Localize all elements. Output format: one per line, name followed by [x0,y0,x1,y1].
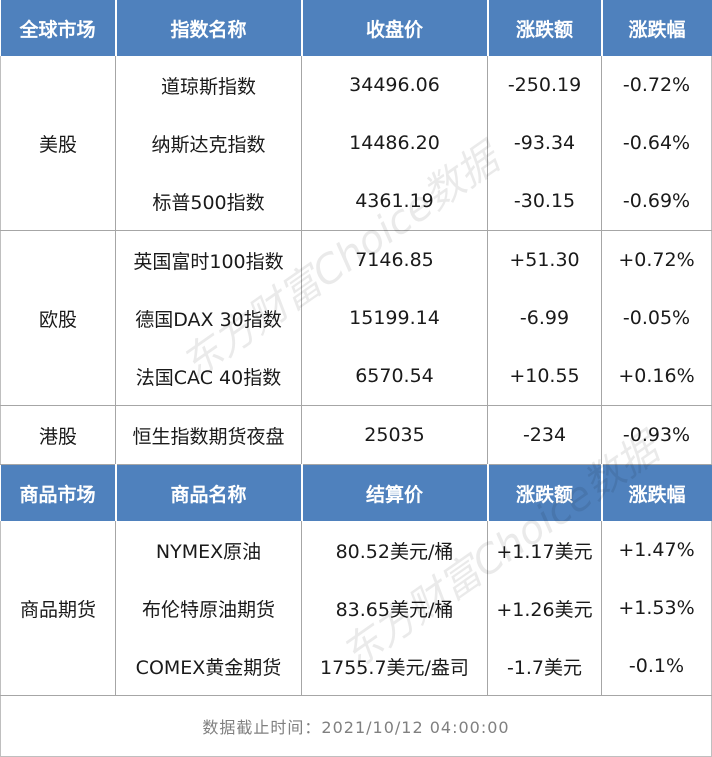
change-cell: +10.55 [487,347,602,406]
item-name-cell: 标普500指数 [115,172,302,231]
change-cell: +51.30 [487,230,602,289]
change-cell: -30.15 [487,172,602,231]
column-header: 商品市场 [0,464,117,521]
market-cell: 商品期货 [0,521,116,696]
price-cell: 25035 [301,405,488,465]
column-header: 涨跌幅 [600,0,712,56]
change-cell: +1.17美元 [487,521,602,579]
change-pct-cell: -0.69% [601,172,712,231]
item-name-cell: 纳斯达克指数 [115,114,302,172]
table-row: 纳斯达克指数 14486.20 -93.34 -0.64% [1,114,712,172]
change-cell: -234 [487,405,602,465]
table-row: 标普500指数 4361.19 -30.15 -0.69% [1,172,712,231]
table-row: 德国DAX 30指数 15199.14 -6.99 -0.05% [1,289,712,347]
item-name-cell: NYMEX原油 [115,521,302,579]
price-cell: 83.65美元/桶 [301,579,488,637]
column-header: 商品名称 [114,464,303,521]
column-header: 结算价 [300,464,489,521]
price-cell: 80.52美元/桶 [301,521,488,579]
item-name-cell: 恒生指数期货夜盘 [115,405,302,465]
item-name-cell: COMEX黄金期货 [115,637,302,696]
price-cell: 34496.06 [301,56,488,114]
item-name-cell: 法国CAC 40指数 [115,347,302,406]
table-row: 美股 道琼斯指数 34496.06 -250.19 -0.72% [0,56,712,231]
item-name-cell: 道琼斯指数 [115,56,302,114]
column-header: 全球市场 [0,0,117,56]
table-row: 欧股 英国富时100指数 7146.85 +51.30 +0.72% [0,230,712,406]
market-cell: 美股 [0,56,116,231]
item-name-cell: 德国DAX 30指数 [115,289,302,347]
footer-row: 数据截止时间：2021/10/12 04:00:00 [0,695,712,757]
market-cell: 港股 [0,405,116,465]
table-row: 港股 恒生指数期货夜盘 25035 -234 -0.93% [0,405,712,465]
change-cell: -250.19 [487,56,602,114]
change-cell: -6.99 [487,289,602,347]
table-row: COMEX黄金期货 1755.7美元/盎司 -1.7美元 -0.1% [1,637,712,696]
change-pct-cell: +0.72% [601,230,712,289]
data-cutoff-time: 数据截止时间：2021/10/12 04:00:00 [0,695,712,757]
header-row: 商品市场 商品名称 结算价 涨跌额 涨跌幅 [0,464,712,521]
change-pct-cell: +1.53% [601,579,712,637]
price-cell: 15199.14 [301,289,488,347]
price-cell: 6570.54 [301,347,488,406]
column-header: 指数名称 [114,0,303,56]
change-pct-cell: +1.47% [601,521,712,579]
change-pct-cell: -0.64% [601,114,712,172]
column-header: 收盘价 [300,0,489,56]
change-cell: -93.34 [487,114,602,172]
change-pct-cell: -0.93% [601,405,712,465]
table-row: 布伦特原油期货 83.65美元/桶 +1.26美元 +1.53% [1,579,712,637]
column-header: 涨跌额 [486,0,603,56]
table-row: 商品期货 NYMEX原油 80.52美元/桶 +1.17美元 +1.47% [0,521,712,696]
market-cell: 欧股 [0,230,116,406]
price-cell: 14486.20 [301,114,488,172]
price-cell: 1755.7美元/盎司 [301,637,488,696]
header-row: 全球市场 指数名称 收盘价 涨跌额 涨跌幅 [0,0,712,56]
change-pct-cell: -0.1% [601,637,712,696]
change-pct-cell: -0.72% [601,56,712,114]
change-cell: +1.26美元 [487,579,602,637]
price-cell: 4361.19 [301,172,488,231]
item-name-cell: 英国富时100指数 [115,230,302,289]
column-header: 涨跌额 [486,464,603,521]
table-row: 法国CAC 40指数 6570.54 +10.55 +0.16% [1,347,712,406]
price-cell: 7146.85 [301,230,488,289]
item-name-cell: 布伦特原油期货 [115,579,302,637]
column-header: 涨跌幅 [600,464,712,521]
change-cell: -1.7美元 [487,637,602,696]
change-pct-cell: +0.16% [601,347,712,406]
change-pct-cell: -0.05% [601,289,712,347]
